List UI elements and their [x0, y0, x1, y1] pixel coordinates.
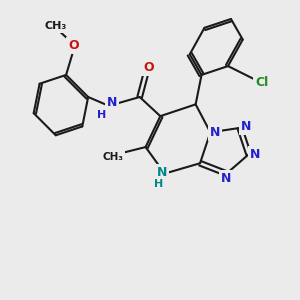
Text: N: N: [210, 126, 220, 139]
Text: O: O: [68, 39, 79, 52]
Text: N: N: [221, 172, 232, 185]
Text: N: N: [157, 166, 167, 178]
Text: N: N: [241, 120, 251, 133]
Text: O: O: [143, 61, 154, 74]
Text: Cl: Cl: [255, 76, 268, 89]
Text: CH₃: CH₃: [103, 152, 124, 162]
Text: CH₃: CH₃: [45, 21, 67, 31]
Text: H: H: [97, 110, 106, 120]
Text: N: N: [106, 96, 117, 110]
Text: H: H: [154, 179, 163, 189]
Text: N: N: [250, 148, 260, 161]
